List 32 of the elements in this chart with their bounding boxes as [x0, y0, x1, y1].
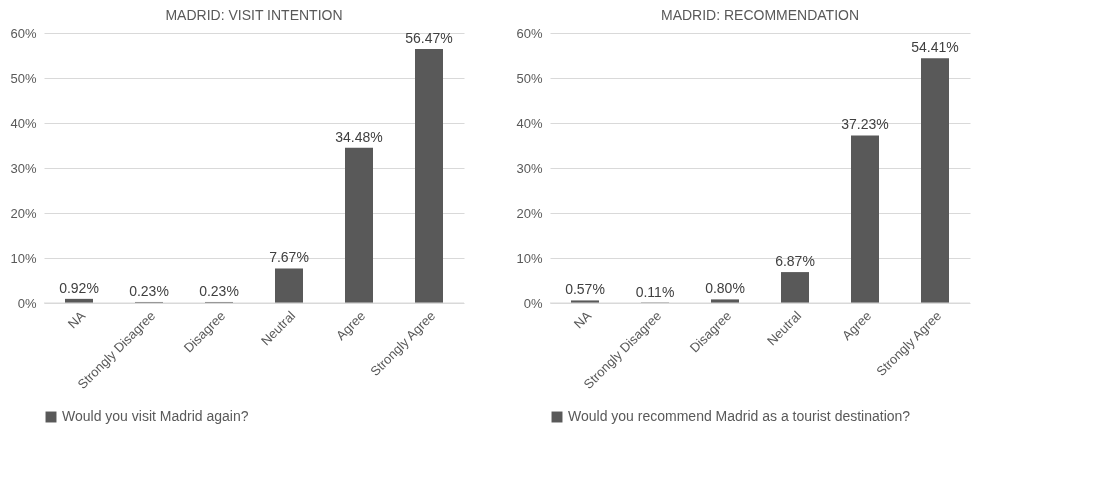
y-tick-label: 0%: [523, 295, 543, 311]
chart-title: MADRID: VISIT INTENTION: [165, 7, 343, 23]
data-label: 6.87%: [775, 253, 815, 270]
x-tick-label: NA: [570, 307, 595, 332]
y-tick-label: 40%: [516, 115, 543, 131]
data-label: 0.23%: [129, 282, 169, 299]
y-tick-label: 20%: [10, 205, 37, 221]
legend-label: Would you visit Madrid again?: [62, 408, 249, 424]
chart-title: MADRID: RECOMMENDATION: [660, 7, 860, 23]
data-label: 56.47%: [405, 29, 453, 46]
y-tick-label: 60%: [10, 25, 37, 41]
y-tick-label: 50%: [10, 70, 37, 86]
data-label: 0.23%: [199, 282, 239, 299]
data-label: 0.92%: [59, 279, 99, 296]
legend-label: Would you recommend Madrid as a tourist destination?: [568, 408, 911, 424]
data-label: 37.23%: [841, 116, 889, 133]
y-tick-label: 30%: [10, 160, 37, 176]
data-label: 34.48%: [335, 128, 383, 145]
y-tick-label: 0%: [17, 295, 37, 311]
y-tick-label: 20%: [516, 205, 543, 221]
data-label: 0.80%: [705, 280, 745, 297]
x-tick-label: NA: [64, 307, 89, 332]
y-tick-label: 40%: [10, 115, 37, 131]
y-tick-label: 60%: [516, 25, 543, 41]
y-tick-label: 10%: [516, 250, 543, 266]
y-tick-label: 10%: [10, 250, 37, 266]
data-label: 0.11%: [635, 283, 675, 300]
data-label: 0.57%: [565, 281, 605, 298]
y-tick-label: 30%: [516, 160, 543, 176]
data-label: 54.41%: [911, 39, 959, 56]
data-label: 7.67%: [269, 249, 309, 266]
y-tick-label: 50%: [516, 70, 543, 86]
